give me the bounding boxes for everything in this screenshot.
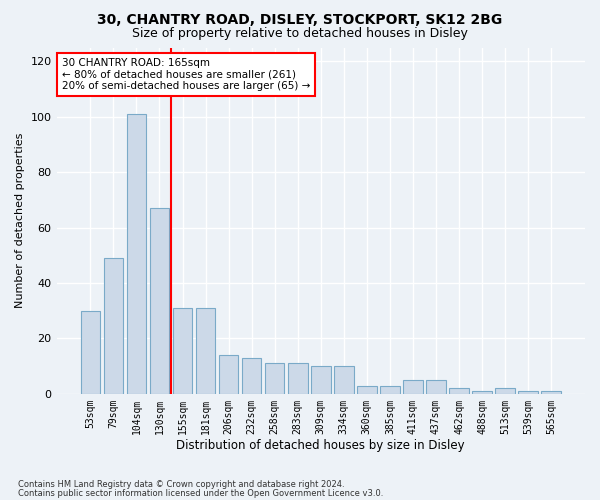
Bar [149, 208, 169, 394]
Bar [173, 308, 193, 394]
Bar [288, 364, 308, 394]
Bar [426, 380, 446, 394]
Bar [127, 114, 146, 394]
Text: 30, CHANTRY ROAD, DISLEY, STOCKPORT, SK12 2BG: 30, CHANTRY ROAD, DISLEY, STOCKPORT, SK1… [97, 12, 503, 26]
Bar [380, 386, 400, 394]
Text: Size of property relative to detached houses in Disley: Size of property relative to detached ho… [132, 28, 468, 40]
Bar [196, 308, 215, 394]
Y-axis label: Number of detached properties: Number of detached properties [15, 133, 25, 308]
Bar [357, 386, 377, 394]
X-axis label: Distribution of detached houses by size in Disley: Distribution of detached houses by size … [176, 440, 465, 452]
Bar [496, 388, 515, 394]
Text: Contains public sector information licensed under the Open Government Licence v3: Contains public sector information licen… [18, 488, 383, 498]
Bar [265, 364, 284, 394]
Text: Contains HM Land Registry data © Crown copyright and database right 2024.: Contains HM Land Registry data © Crown c… [18, 480, 344, 489]
Bar [242, 358, 262, 394]
Text: 30 CHANTRY ROAD: 165sqm
← 80% of detached houses are smaller (261)
20% of semi-d: 30 CHANTRY ROAD: 165sqm ← 80% of detache… [62, 58, 310, 91]
Bar [449, 388, 469, 394]
Bar [403, 380, 423, 394]
Bar [311, 366, 331, 394]
Bar [541, 391, 561, 394]
Bar [219, 355, 238, 394]
Bar [472, 391, 492, 394]
Bar [334, 366, 353, 394]
Bar [104, 258, 123, 394]
Bar [518, 391, 538, 394]
Bar [80, 310, 100, 394]
